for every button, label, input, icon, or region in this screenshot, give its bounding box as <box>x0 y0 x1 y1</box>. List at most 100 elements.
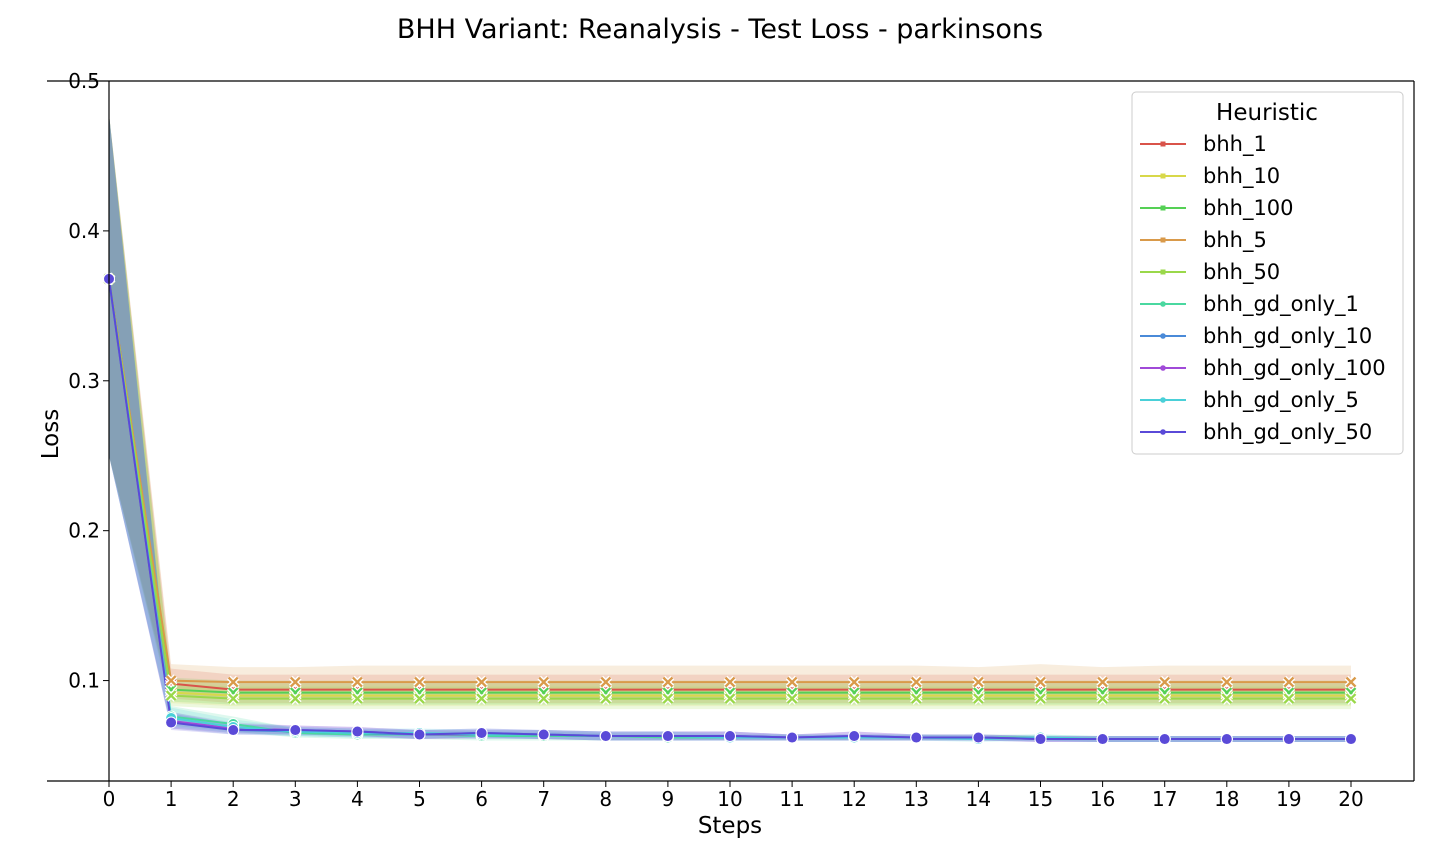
point-bhh-gd-only-50-17 <box>1158 733 1171 746</box>
point-bhh-gd-only-50-20 <box>1345 733 1357 746</box>
x-tick-label: 16 <box>1090 787 1115 811</box>
y-tick-label: 0.2 <box>68 519 100 543</box>
legend-label: bhh_5 <box>1203 228 1267 253</box>
point-bhh-gd-only-50-10 <box>724 730 736 743</box>
y-ticks: 0.1 0.2 0.3 0.4 0.5 <box>68 69 109 693</box>
x-tick-label: 1 <box>165 787 178 811</box>
point-bhh-gd-only-50-8 <box>599 730 612 743</box>
y-tick-label: 0.5 <box>68 69 100 93</box>
point-bhh-50-16 <box>1096 692 1109 705</box>
x-tick-label: 13 <box>904 787 929 811</box>
point-bhh-50-9 <box>661 692 675 705</box>
point-bhh-5-2 <box>226 675 240 689</box>
x-tick-label: 15 <box>1028 787 1053 811</box>
point-bhh-gd-only-50-9 <box>661 730 674 743</box>
point-bhh-gd-only-50-1 <box>165 716 178 729</box>
point-bhh-50-6 <box>475 692 488 705</box>
x-tick-label: 3 <box>289 787 302 811</box>
point-bhh-50-10 <box>723 692 737 705</box>
point-bhh-50-7 <box>537 692 550 705</box>
series-markers <box>102 272 1358 746</box>
legend: Heuristic bhh_1 bhh_10 bhh_100 bhh_5 bhh_50b… <box>1131 91 1404 455</box>
x-tick-label: 14 <box>966 787 991 811</box>
x-tick-label: 19 <box>1276 787 1301 811</box>
legend-marker <box>1160 397 1166 403</box>
legend-marker <box>1160 429 1166 435</box>
point-bhh-5-9 <box>661 675 675 689</box>
legend-marker <box>1160 141 1166 147</box>
point-bhh-50-18 <box>1220 692 1234 705</box>
x-tick-label: 4 <box>351 787 364 811</box>
x-ticks: 0 1 2 3 4 5 6 7 8 9 10 11 12 13 14 15 16 17 18 19 20 <box>103 781 1364 811</box>
x-tick-label: 5 <box>413 787 426 811</box>
x-tick-label: 20 <box>1338 787 1363 811</box>
legend-label: bhh_gd_only_50 <box>1203 420 1372 445</box>
x-tick-label: 0 <box>103 787 116 811</box>
x-tick-label: 10 <box>717 787 742 811</box>
point-bhh-5-6 <box>475 675 488 689</box>
point-bhh-50-1 <box>164 689 178 702</box>
y-tick-label: 0.4 <box>68 219 100 243</box>
legend-item-bhh-10: bhh_10 <box>1140 164 1280 189</box>
point-bhh-5-17 <box>1158 675 1171 689</box>
legend-marker <box>1160 301 1166 307</box>
point-bhh-50-4 <box>351 692 364 705</box>
legend-item-bhh-gd-only-50: bhh_gd_only_50 <box>1140 420 1372 445</box>
x-tick-label: 11 <box>779 787 804 811</box>
point-bhh-5-1 <box>164 674 178 687</box>
x-tick-label: 12 <box>841 787 866 811</box>
legend-item-bhh-50: bhh_50 <box>1140 260 1280 285</box>
legend-title: Heuristic <box>1216 100 1318 126</box>
legend-label: bhh_gd_only_100 <box>1203 356 1386 381</box>
y-axis-label: Loss <box>38 409 64 459</box>
legend-marker <box>1160 173 1166 179</box>
legend-item-bhh-5: bhh_5 <box>1140 228 1267 253</box>
legend-marker <box>1160 365 1166 371</box>
point-bhh-5-13 <box>910 675 923 689</box>
x-tick-label: 9 <box>662 787 675 811</box>
point-bhh-50-13 <box>910 692 923 705</box>
legend-label: bhh_gd_only_1 <box>1203 292 1359 317</box>
point-bhh-50-3 <box>289 692 302 705</box>
legend-label: bhh_100 <box>1203 196 1294 221</box>
point-bhh-50-19 <box>1282 692 1296 705</box>
point-bhh-gd-only-50-4 <box>351 725 364 738</box>
point-bhh-5-8 <box>599 675 613 689</box>
point-bhh-gd-only-50-5 <box>413 728 426 741</box>
point-bhh-50-12 <box>847 692 861 705</box>
legend-label: bhh_10 <box>1203 164 1280 189</box>
point-bhh-gd-only-50-12 <box>848 730 861 743</box>
point-bhh-gd-only-50-7 <box>537 728 550 741</box>
legend-item-bhh-gd-only-10: bhh_gd_only_10 <box>1140 324 1372 349</box>
point-bhh-50-20 <box>1344 692 1358 705</box>
point-bhh-gd-only-50-15 <box>1034 733 1047 746</box>
legend-marker <box>1160 237 1166 243</box>
point-bhh-gd-only-50-3 <box>289 724 302 737</box>
point-bhh-5-7 <box>537 675 550 689</box>
point-bhh-5-12 <box>847 675 861 689</box>
legend-label: bhh_gd_only_10 <box>1203 324 1372 349</box>
legend-marker <box>1160 269 1166 275</box>
point-bhh-5-16 <box>1096 675 1109 689</box>
point-bhh-5-15 <box>1034 675 1047 689</box>
point-bhh-5-20 <box>1344 675 1358 689</box>
point-bhh-50-17 <box>1158 692 1171 705</box>
point-bhh-50-11 <box>785 692 799 705</box>
legend-marker <box>1160 205 1166 211</box>
x-tick-label: 8 <box>599 787 612 811</box>
chart-title: BHH Variant: Reanalysis - Test Loss - pa… <box>397 14 1043 45</box>
point-bhh-gd-only-50-18 <box>1220 733 1233 746</box>
legend-item-bhh-100: bhh_100 <box>1140 196 1294 221</box>
point-bhh-5-19 <box>1282 675 1296 689</box>
point-bhh-50-8 <box>599 692 613 705</box>
point-bhh-5-5 <box>413 675 426 689</box>
x-tick-label: 6 <box>475 787 488 811</box>
y-tick-label: 0.3 <box>68 369 100 393</box>
legend-box <box>1131 91 1404 455</box>
point-bhh-50-2 <box>226 692 240 705</box>
point-bhh-50-15 <box>1034 692 1047 705</box>
legend-item-bhh-gd-only-5: bhh_gd_only_5 <box>1140 388 1359 413</box>
point-bhh-gd-only-50-6 <box>475 727 488 740</box>
legend-item-bhh-gd-only-1: bhh_gd_only_1 <box>1140 292 1359 317</box>
point-bhh-50-5 <box>413 692 426 705</box>
